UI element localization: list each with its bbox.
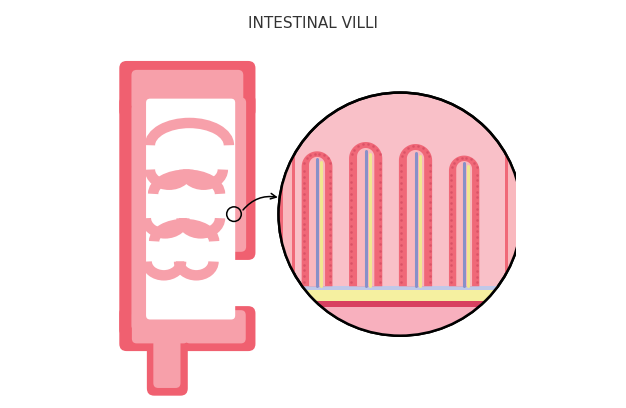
FancyBboxPatch shape bbox=[120, 61, 255, 118]
Polygon shape bbox=[349, 142, 382, 286]
FancyBboxPatch shape bbox=[212, 93, 255, 260]
Bar bbox=[279, 286, 521, 290]
Circle shape bbox=[279, 93, 521, 336]
Bar bbox=[284, 153, 292, 286]
Polygon shape bbox=[309, 157, 325, 286]
Polygon shape bbox=[399, 144, 432, 286]
Polygon shape bbox=[302, 151, 332, 286]
FancyBboxPatch shape bbox=[120, 95, 163, 337]
FancyBboxPatch shape bbox=[146, 99, 235, 319]
FancyBboxPatch shape bbox=[131, 70, 244, 110]
FancyBboxPatch shape bbox=[132, 310, 188, 344]
Text: INTESTINAL VILLI: INTESTINAL VILLI bbox=[248, 16, 378, 31]
FancyBboxPatch shape bbox=[178, 306, 255, 351]
Bar bbox=[279, 301, 521, 306]
FancyBboxPatch shape bbox=[147, 318, 188, 396]
FancyBboxPatch shape bbox=[185, 310, 246, 344]
FancyBboxPatch shape bbox=[153, 322, 180, 388]
Polygon shape bbox=[357, 148, 374, 286]
FancyBboxPatch shape bbox=[120, 306, 193, 351]
FancyBboxPatch shape bbox=[131, 104, 158, 331]
Polygon shape bbox=[407, 150, 424, 286]
Bar bbox=[505, 146, 521, 288]
FancyBboxPatch shape bbox=[218, 98, 246, 252]
Bar bbox=[508, 153, 517, 286]
Bar bbox=[279, 146, 295, 288]
Bar bbox=[279, 301, 521, 336]
Bar bbox=[279, 290, 521, 301]
Polygon shape bbox=[456, 161, 472, 286]
Polygon shape bbox=[449, 155, 480, 286]
